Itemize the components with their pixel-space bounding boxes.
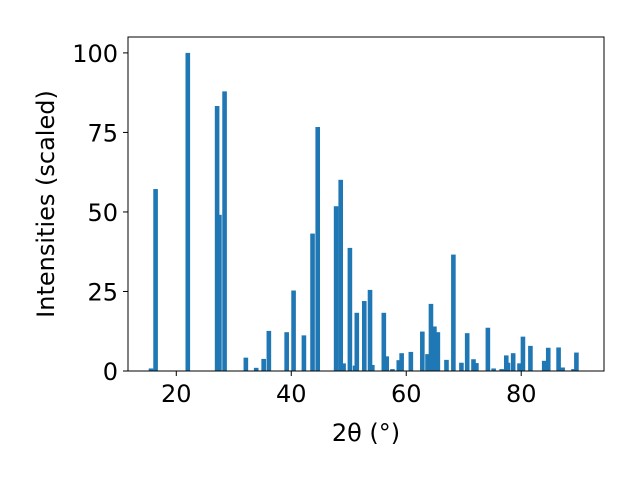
bar <box>341 363 346 371</box>
bar <box>399 353 404 371</box>
bar <box>491 368 496 371</box>
x-tick-label: 60 <box>391 380 422 408</box>
bar <box>474 363 479 371</box>
bar <box>291 290 296 371</box>
x-axis-label: 2θ (°) <box>332 419 400 447</box>
bar <box>370 364 375 371</box>
bar <box>390 369 395 371</box>
bar <box>444 359 449 371</box>
bar <box>425 354 430 371</box>
bar <box>510 353 516 371</box>
bar <box>384 356 389 371</box>
x-tick-label: 40 <box>276 380 307 408</box>
bar <box>354 312 360 371</box>
y-tick-label: 75 <box>87 119 118 147</box>
bar <box>451 254 456 371</box>
bar <box>396 360 402 371</box>
bar <box>505 362 511 371</box>
bar <box>338 179 344 371</box>
bar <box>574 352 579 371</box>
bar <box>243 357 249 371</box>
bar <box>153 189 158 371</box>
bar <box>517 363 522 371</box>
bar <box>361 301 367 371</box>
y-tick-label: 100 <box>72 40 118 68</box>
y-tick-label: 0 <box>103 358 118 386</box>
bar <box>471 359 476 371</box>
bar <box>435 332 441 371</box>
plot-frame <box>127 36 605 372</box>
x-tick-label: 20 <box>161 380 192 408</box>
bar <box>459 362 464 371</box>
x-axis: 20 40 60 80 <box>161 371 536 408</box>
bar <box>381 312 387 371</box>
bar <box>520 336 526 371</box>
bar <box>556 347 561 371</box>
x-tick-label: 80 <box>506 380 537 408</box>
bars-group <box>148 52 579 372</box>
bar <box>185 52 191 372</box>
bar <box>217 214 222 371</box>
bar <box>310 233 315 371</box>
bar <box>528 345 533 371</box>
bar <box>420 331 425 371</box>
bar <box>367 289 373 371</box>
bar <box>261 358 266 371</box>
y-tick-label: 50 <box>87 199 118 227</box>
bar <box>148 368 154 371</box>
bar <box>408 351 414 371</box>
y-axis-label: Intensities (scaled) <box>32 90 60 318</box>
bar <box>560 367 565 371</box>
bar <box>347 247 353 371</box>
bar <box>428 303 434 371</box>
bar <box>315 127 321 372</box>
bar <box>333 206 339 371</box>
bar <box>432 326 437 371</box>
bar <box>464 333 470 371</box>
bar <box>571 369 576 371</box>
bar <box>222 91 227 371</box>
y-tick-label: 25 <box>87 278 118 306</box>
bar <box>266 330 272 371</box>
bar <box>284 332 289 371</box>
bar <box>541 360 547 371</box>
bar <box>301 335 307 371</box>
bar <box>545 347 551 371</box>
bar <box>253 367 259 371</box>
bar <box>499 369 504 371</box>
bar <box>485 327 491 371</box>
y-axis: 0 25 50 75 100 <box>72 40 128 386</box>
